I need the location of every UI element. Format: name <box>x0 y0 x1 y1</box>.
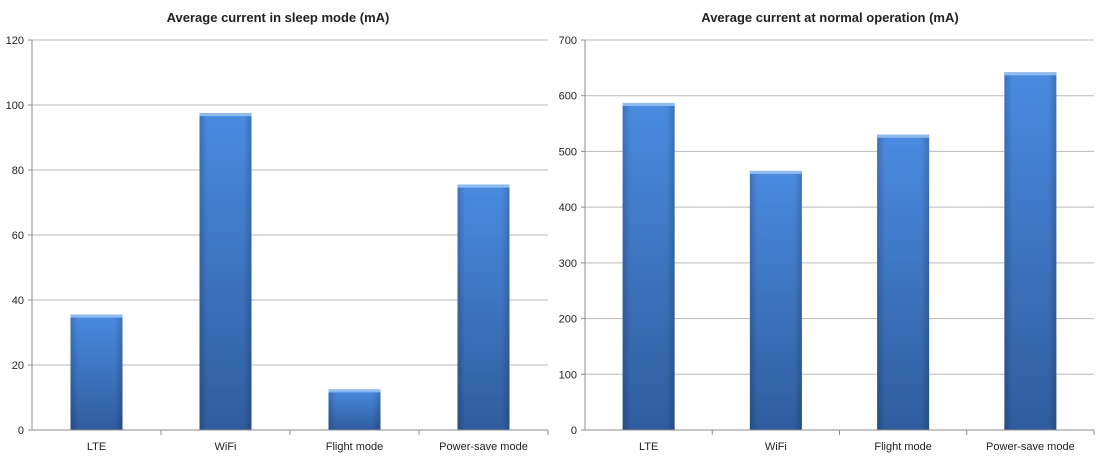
bars <box>622 72 1057 431</box>
bar <box>1004 72 1057 431</box>
x-tick-label: Flight mode <box>326 441 383 453</box>
x-tick-label: WiFi <box>215 441 237 453</box>
sleep-mode-chart: Average current in sleep mode (mA) 0 20 40… <box>6 10 549 453</box>
y-tick-label: 400 <box>559 202 577 214</box>
bar <box>328 389 381 430</box>
y-tick-label: 600 <box>559 91 577 103</box>
bar <box>622 102 675 430</box>
chart-title: Average current at normal operation (mA) <box>701 10 958 25</box>
x-tick-label: WiFi <box>765 441 787 453</box>
x-tick-label: Power-save mode <box>439 441 528 453</box>
x-tick-label: Power-save mode <box>986 441 1075 453</box>
y-tick-label: 100 <box>559 369 577 381</box>
y-axis: 0 100 200 300 400 500 600 700 <box>559 35 586 437</box>
x-axis: LTE WiFi Flight mode Power-save mode <box>585 429 1095 453</box>
x-tick-label: LTE <box>87 441 106 453</box>
y-tick-label: 500 <box>559 146 577 158</box>
bar <box>877 134 930 430</box>
y-tick-label: 20 <box>12 360 24 372</box>
y-tick-label: 200 <box>559 314 577 326</box>
y-axis: 0 20 40 60 80 100 120 <box>6 35 33 437</box>
y-tick-label: 40 <box>12 295 24 307</box>
y-tick-label: 80 <box>12 165 24 177</box>
y-tick-label: 120 <box>6 35 24 47</box>
x-tick-label: LTE <box>639 441 658 453</box>
y-tick-label: 300 <box>559 258 577 270</box>
bar <box>199 113 252 430</box>
bar <box>749 170 802 430</box>
bar <box>70 314 123 430</box>
bar <box>457 184 510 430</box>
x-tick-label: Flight mode <box>874 441 931 453</box>
x-axis: LTE WiFi Flight mode Power-save mode <box>32 429 549 453</box>
y-tick-label: 0 <box>571 425 577 437</box>
y-tick-label: 700 <box>559 35 577 47</box>
y-tick-label: 0 <box>18 425 24 437</box>
normal-operation-chart: Average current at normal operation (mA)… <box>559 10 1095 453</box>
chart-title: Average current in sleep mode (mA) <box>167 10 390 25</box>
y-tick-label: 100 <box>6 100 24 112</box>
bars <box>70 113 510 430</box>
y-tick-label: 60 <box>12 230 24 242</box>
